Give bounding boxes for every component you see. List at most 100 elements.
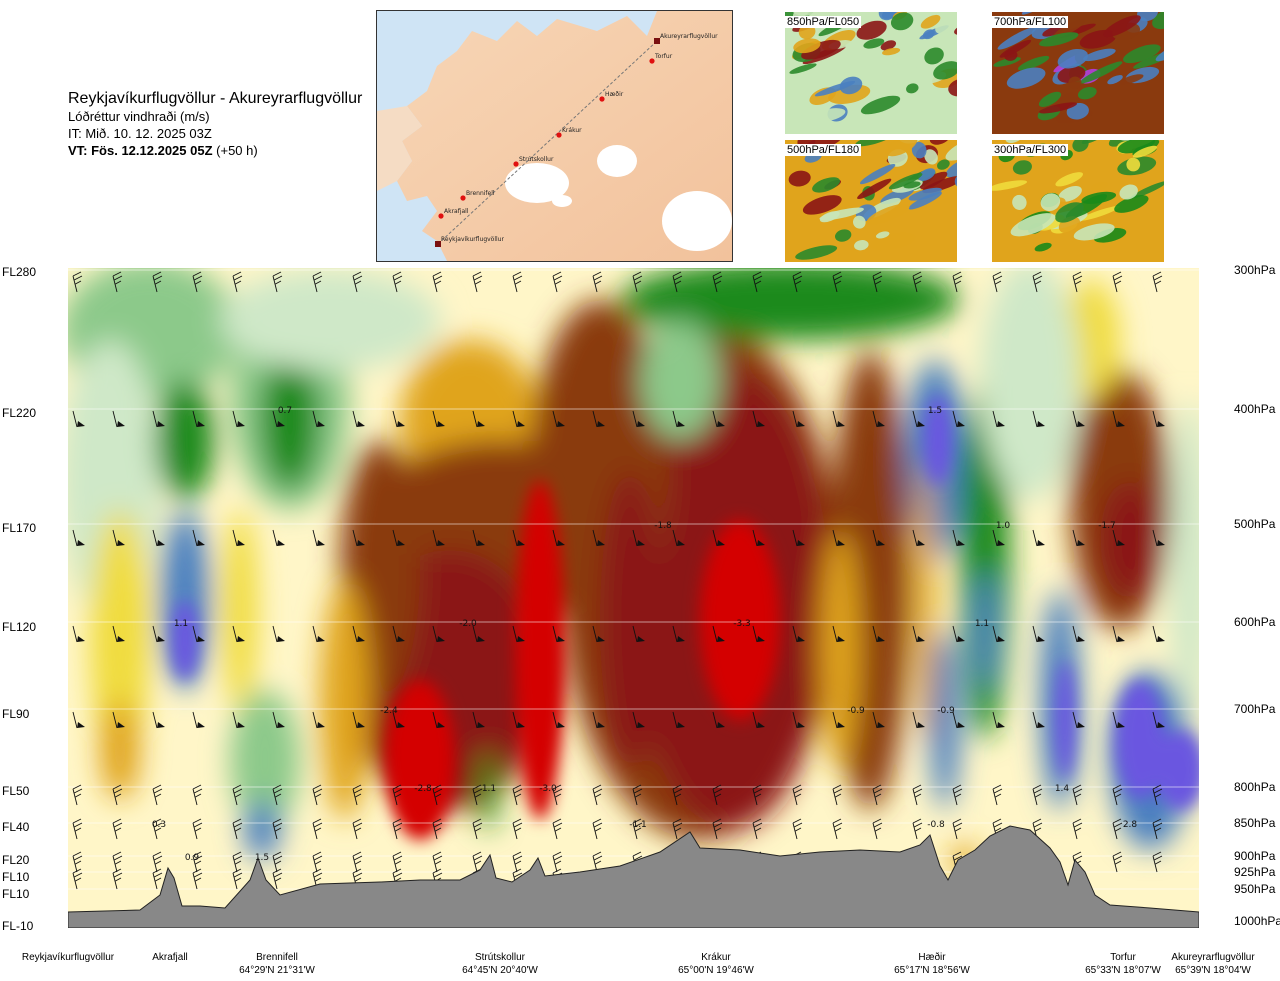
wind-barb [1072,625,1085,643]
wind-barb [752,625,765,643]
wind-barb [112,711,125,729]
value-label: 1.0 [996,521,1011,531]
location-label: Krákur 65°00'N 19°46'W [656,951,776,977]
wind-barb [472,851,483,873]
wind-barb [1152,410,1165,428]
map-glacier-3 [662,191,732,251]
wind-barb [752,410,765,428]
wind-barb [152,529,165,547]
wind-barb [392,271,403,293]
wind-barb [272,625,285,643]
field-blob [155,380,215,500]
wind-barb [232,271,243,293]
wind-barb [432,711,445,729]
wind-barb [152,868,163,890]
wind-barb [632,818,643,840]
field-blob [1170,400,1199,720]
flight-level-label: FL40 [2,820,30,834]
value-label: -2.4 [380,706,398,716]
thumb-700-label: 700hPa/FL100 [992,16,1069,28]
wind-barb [592,784,603,806]
svg-text:Reykjavíkurflugvöllur: Reykjavíkurflugvöllur [441,236,504,243]
flight-level-label: FL90 [2,707,30,721]
wind-barb [1112,851,1123,873]
thumb-300[interactable]: 300hPa/FL300 [992,140,1164,262]
pressure-level-label: 950hPa [1234,882,1276,896]
wind-barb [792,271,803,293]
wind-barb [832,784,843,806]
wind-barb [752,784,763,806]
thumb-850-svg [785,12,957,134]
thumb-700[interactable]: 700hPa/FL100 [992,12,1164,134]
wind-barb [712,529,725,547]
wind-barb [592,711,605,729]
field-blob [172,600,198,680]
wind-barb [952,711,965,729]
wind-barb [1032,529,1045,547]
flight-level-label: FL120 [2,620,37,634]
route-map[interactable]: Akureyrarflugvöllur Torfur Hæðir Krákur Strú… [376,10,733,262]
value-label: -2.8 [414,784,432,794]
wind-barb [1032,711,1045,729]
field-blob [930,630,960,810]
valid-time-suffix: (+50 h) [212,143,258,158]
value-label: -3.0 [539,784,557,794]
wind-barb [872,529,885,547]
field-blob [100,700,140,800]
thumb-500[interactable]: 500hPa/FL180 [785,140,957,262]
chart-header: Reykjavíkurflugvöllur - Akureyrarflugvöl… [68,90,362,159]
wind-barb [312,818,323,840]
wind-barb [72,271,83,293]
location-label: Akureyrarflugvöllur 65°39'N 18°04'W [1153,951,1273,977]
wind-barb [72,818,83,840]
wind-barb [512,625,525,643]
wind-barb [1152,529,1165,547]
wind-barb [1112,784,1123,806]
thumb-500-svg [785,140,957,262]
value-label: 0.3 [152,820,166,830]
svg-text:Akrafjall: Akrafjall [444,208,469,215]
wind-barb [1032,410,1045,428]
wind-barb [352,851,363,873]
wind-barb [312,625,325,643]
wind-barb [1072,529,1085,547]
field-blob [620,268,960,340]
wind-barb [272,711,285,729]
map-glacier-1 [505,163,569,203]
location-label: Strútskollur 64°45'N 20°40'W [440,951,560,977]
wind-barb [872,625,885,643]
wind-barb [552,784,563,806]
wind-barb [872,711,885,729]
wind-barb [1152,784,1163,806]
value-label: -1.1 [629,820,647,830]
wind-barb [592,410,605,428]
thumb-500-label: 500hPa/FL180 [785,144,862,156]
pressure-level-label: 900hPa [1234,849,1276,863]
wind-barb [512,851,523,873]
location-label: Torfur 65°33'N 18°07'W [1063,951,1183,977]
wind-barb [272,529,285,547]
location-label: Akrafjall [110,951,230,964]
valid-time-bold: VT: Fös. 12.12.2025 05Z [68,143,213,158]
wind-barb [752,711,765,729]
thumb-300-label: 300hPa/FL300 [992,144,1069,156]
wind-barb [832,529,845,547]
map-point: Hæðir [599,91,624,102]
value-label: -0.8 [927,820,945,830]
thumb-850[interactable]: 850hPa/FL050 [785,12,957,134]
terrain-profile [68,825,1199,928]
value-label: 2.8 [1123,820,1138,830]
field-blob [820,530,860,770]
wind-barb [112,410,125,428]
wind-barb [72,784,83,806]
wind-barb [272,868,283,890]
field-blob [515,480,565,820]
map-point: Krákur [556,127,582,138]
wind-barb [392,818,403,840]
svg-text:Krákur: Krákur [562,127,582,134]
wind-barb [472,818,483,840]
svg-text:Akureyrarflugvöllur: Akureyrarflugvöllur [660,33,718,40]
pressure-level-label: 600hPa [1234,615,1276,629]
wind-barb [432,851,443,873]
flight-level-label: FL-10 [2,919,34,933]
